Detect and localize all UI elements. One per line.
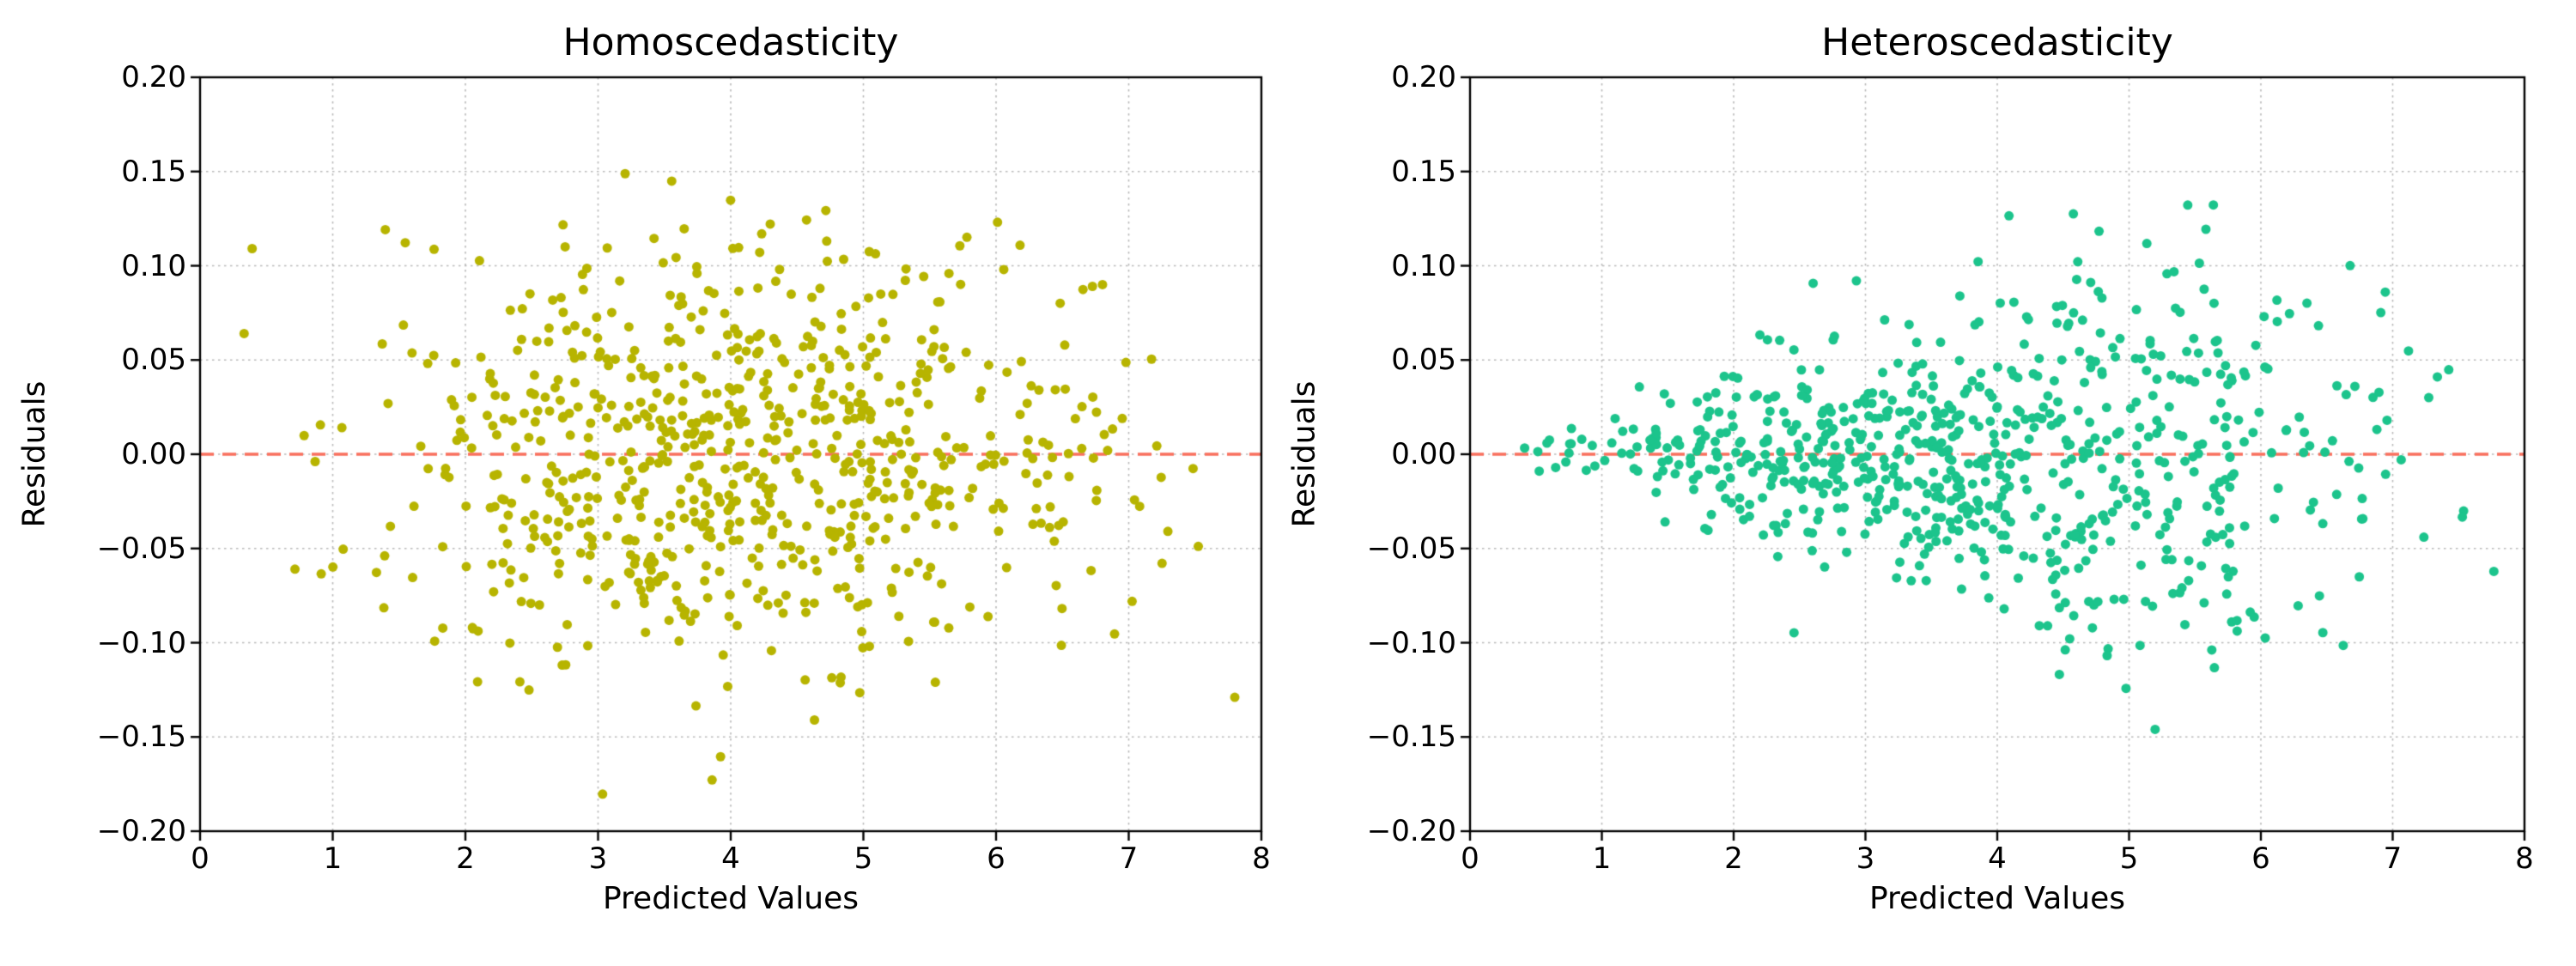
y-tick-label: −0.05 <box>1366 531 1456 566</box>
y-tick-label: −0.15 <box>1366 720 1456 755</box>
x-tick-label: 6 <box>987 841 1005 876</box>
y-tick-label: 0.05 <box>121 343 186 378</box>
x-axis-label: Predicted Values <box>602 881 860 916</box>
scatter-canvas-heteroscedasticity <box>1448 55 2547 854</box>
y-tick-label: −0.10 <box>96 625 186 660</box>
x-tick-label: 1 <box>1592 841 1612 876</box>
x-tick-label: 7 <box>2383 841 2403 876</box>
y-tick-label: 0.20 <box>1391 60 1456 94</box>
x-tick-label: 2 <box>456 841 475 876</box>
x-axis-label: Predicted Values <box>1868 881 2126 916</box>
plot-area-heteroscedasticity: Heteroscedasticity Predicted Values Resi… <box>1287 21 2547 916</box>
x-tick-label: 8 <box>2515 841 2534 876</box>
x-tick-label: 5 <box>2119 841 2139 876</box>
y-tick-label: 0.05 <box>1391 343 1456 378</box>
y-tick-label: 0.15 <box>1391 154 1456 189</box>
y-tick-label: −0.05 <box>96 531 186 566</box>
y-tick-label: 0.10 <box>121 248 186 283</box>
plot-title: Homoscedasticity <box>562 20 899 64</box>
x-tick-label: 4 <box>1988 841 2007 876</box>
x-tick-label: 6 <box>2251 841 2270 876</box>
x-tick-label: 3 <box>1856 841 1875 876</box>
y-tick-label: 0.00 <box>1391 437 1456 471</box>
y-tick-label: 0.00 <box>121 437 186 471</box>
y-tick-label: 0.10 <box>1391 248 1456 283</box>
y-tick-label: −0.20 <box>96 814 186 848</box>
x-tick-label: 5 <box>854 841 873 876</box>
x-tick-label: 4 <box>721 841 740 876</box>
y-axis-label: Residuals <box>1286 380 1322 528</box>
x-tick-label: 3 <box>588 841 608 876</box>
x-tick-label: 0 <box>1461 841 1479 876</box>
x-tick-label: 8 <box>1252 841 1271 876</box>
y-tick-label: −0.15 <box>96 720 186 755</box>
x-tick-label: 1 <box>323 841 343 876</box>
x-tick-label: 0 <box>191 841 210 876</box>
y-tick-label: −0.10 <box>1366 625 1456 660</box>
x-tick-label: 7 <box>1119 841 1139 876</box>
y-tick-label: −0.20 <box>1366 814 1456 848</box>
x-tick-label: 2 <box>1724 841 1743 876</box>
y-tick-label: 0.20 <box>121 60 186 94</box>
y-axis-label: Residuals <box>16 380 52 528</box>
plot-area-homoscedasticity: Homoscedasticity Predicted Values Residu… <box>17 21 1284 916</box>
scatter-canvas-homoscedasticity <box>178 55 1284 854</box>
y-tick-label: 0.15 <box>121 154 186 189</box>
plot-title: Heteroscedasticity <box>1821 20 2173 64</box>
